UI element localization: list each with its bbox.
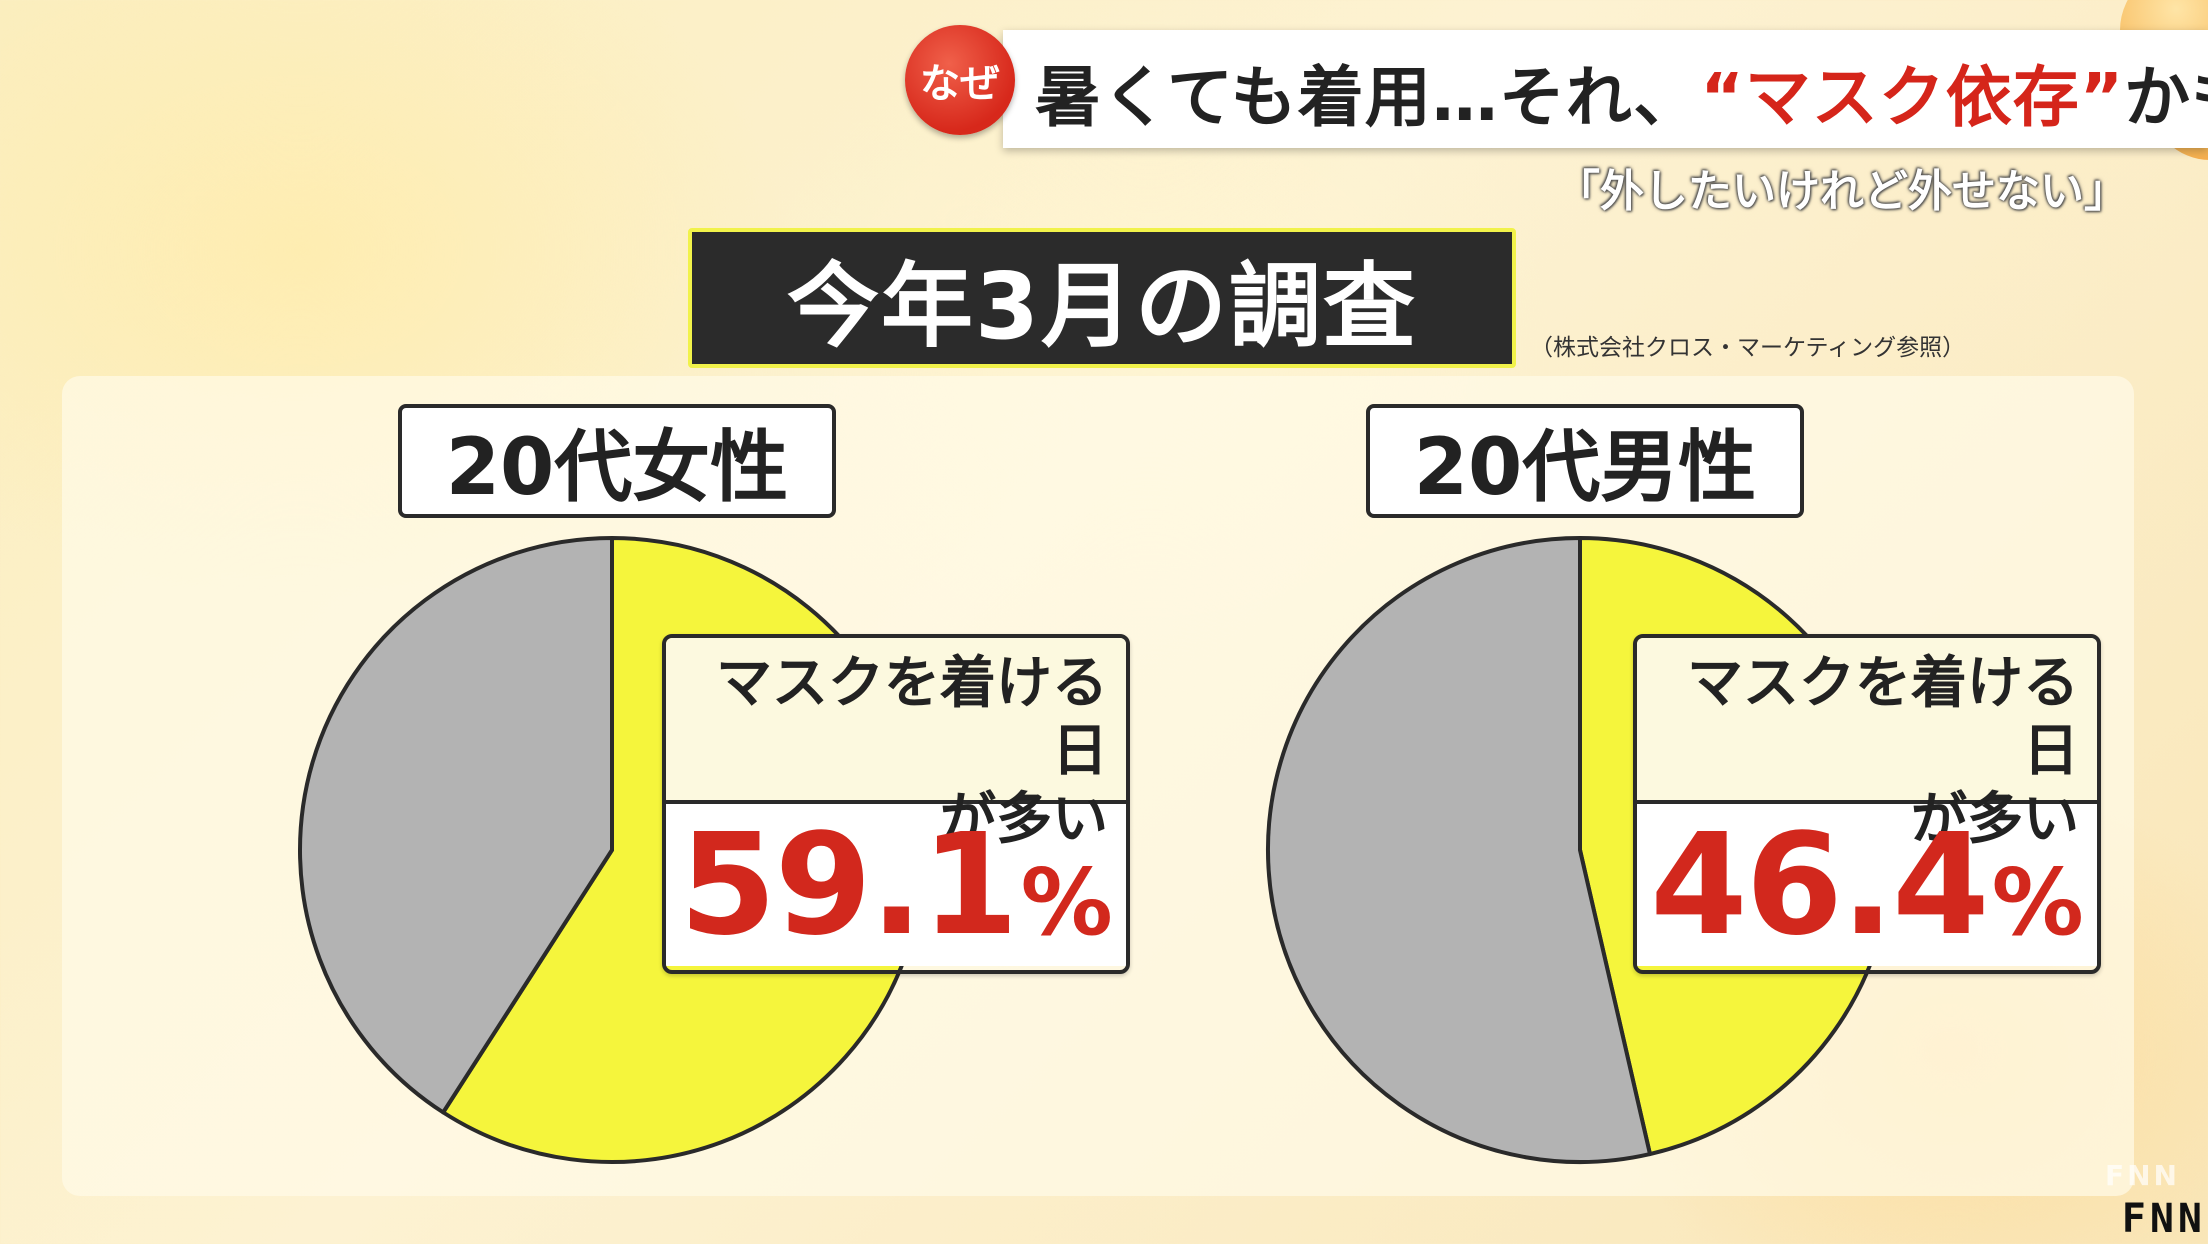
data-label-value: 59.1 bbox=[679, 803, 1018, 967]
callout-men: マスクを着ける日 が多い 46.4% bbox=[1633, 634, 2101, 974]
data-label-value: 46.4 bbox=[1650, 803, 1989, 967]
survey-title: 今年3月の調査 bbox=[688, 228, 1516, 368]
headline-quote-open: “ bbox=[1700, 59, 1745, 136]
callout-value: 46.4% bbox=[1637, 803, 2097, 967]
data-label-unit: % bbox=[1020, 848, 1113, 956]
data-label-unit: % bbox=[1991, 848, 2084, 956]
pie-slice-other bbox=[1266, 536, 1652, 1164]
chart-title-women: 20代女性 bbox=[398, 404, 836, 518]
headline-quote-close: ” bbox=[2079, 59, 2125, 136]
callout-label-line1: マスクを着ける日 bbox=[716, 651, 1108, 784]
headline-suffix: かも bbox=[2124, 59, 2208, 136]
callout-women: マスクを着ける日 が多い 59.1% bbox=[662, 634, 1130, 974]
callout-label-line1: マスクを着ける日 bbox=[1687, 651, 2079, 784]
why-badge: なぜ bbox=[905, 25, 1015, 135]
headline-text: 暑くても着用…それ、 bbox=[1035, 59, 1701, 136]
headline: 暑くても着用…それ、“マスク依存”かも bbox=[1035, 44, 2208, 140]
source-note: （株式会社クロス・マーケティング参照） bbox=[1530, 335, 1966, 361]
pie-slice-other bbox=[298, 536, 614, 1115]
headline-subline: 「外したいけれど外せない」 bbox=[1556, 166, 2128, 217]
callout-label: マスクを着ける日 が多い bbox=[666, 638, 1126, 852]
callout-label-line2: が多い bbox=[940, 787, 1108, 852]
headline-ribbon bbox=[1003, 30, 2208, 148]
network-logo: FNN bbox=[2121, 1196, 2206, 1242]
callout-label-line2: が多い bbox=[1911, 787, 2079, 852]
callout-value: 59.1% bbox=[666, 803, 1126, 967]
logo-watermark: FNN bbox=[2105, 1159, 2180, 1192]
chart-title-men: 20代男性 bbox=[1366, 404, 1804, 518]
headline-highlight: マスク依存 bbox=[1744, 59, 2080, 136]
callout-label: マスクを着ける日 が多い bbox=[1637, 638, 2097, 852]
